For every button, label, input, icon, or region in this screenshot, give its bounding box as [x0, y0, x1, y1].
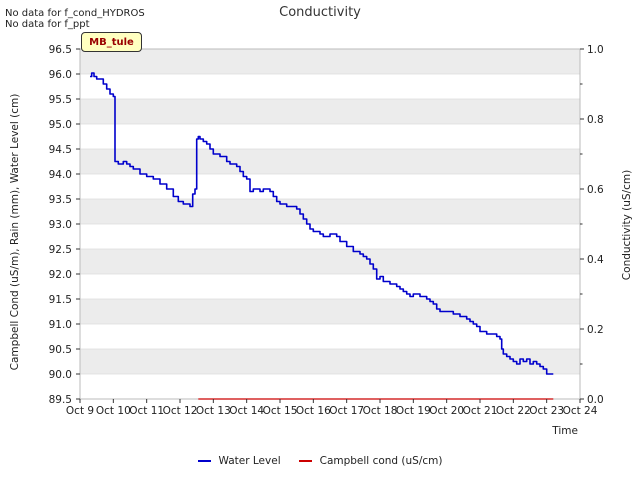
y-axis-right: 0.0 0.2 0.4 0.6 0.8 1.0: [580, 44, 604, 406]
x-tick-label: Oct 9: [66, 405, 94, 417]
legend-swatch-water-level: [197, 460, 211, 462]
x-tick-label: Oct 15: [263, 405, 298, 417]
legend-item-water-level: Water Level: [197, 455, 281, 467]
y-tick-label: 96.0: [49, 69, 72, 81]
background-band: [80, 49, 580, 74]
x-tick-label: Oct 17: [329, 405, 364, 417]
x-tick-label: Oct 16: [296, 405, 331, 417]
y-tick-label: 96.5: [49, 44, 72, 56]
background-bands: [80, 49, 580, 374]
x-tick-label: Oct 22: [496, 405, 531, 417]
y-axis-label-left: Campbell Cond (uS/m), Rain (mm), Water L…: [9, 94, 21, 371]
x-tick-label: Oct 24: [563, 405, 598, 417]
y-right-tick-label: 0.8: [587, 114, 604, 126]
y-axis-left: 89.5 90.0 90.5 91.0 91.5 92.0 92.5 93.0 93.5 94.0…: [49, 44, 80, 406]
x-tick-label: Oct 20: [429, 405, 464, 417]
y-tick-label: 91.0: [49, 319, 72, 331]
y-tick-label: 91.5: [49, 294, 72, 306]
no-data-note-cond: No data for f_cond_HYDROS: [5, 8, 145, 19]
x-tick-label: Oct 13: [196, 405, 231, 417]
legend-label-campbell: Campbell cond (uS/cm): [319, 455, 443, 467]
y-right-tick-label: 0.0: [587, 394, 604, 406]
y-tick-label: 90.5: [49, 344, 72, 356]
background-band: [80, 149, 580, 174]
x-tick-label: Oct 14: [229, 405, 264, 417]
y-tick-label: 89.5: [49, 394, 72, 406]
no-data-note-ppt: No data for f_ppt: [5, 19, 90, 30]
y-tick-label: 94.5: [49, 144, 72, 156]
y-tick-label: 95.5: [49, 94, 72, 106]
x-tick-label: Oct 23: [529, 405, 564, 417]
y-tick-label: 94.0: [49, 169, 72, 181]
x-axis-label: Time: [551, 425, 578, 437]
background-band: [80, 199, 580, 224]
series-layer: [90, 72, 554, 400]
series-line-water-level: [90, 72, 554, 375]
x-tick-label: Oct 10: [96, 405, 131, 417]
x-tick-label: Oct 12: [163, 405, 198, 417]
background-band: [80, 249, 580, 274]
gridlines: [80, 48, 580, 400]
x-tick-label: Oct 11: [129, 405, 164, 417]
legend-swatch-campbell: [298, 460, 312, 462]
y-tick-label: 90.0: [49, 369, 72, 381]
legend-item-campbell: Campbell cond (uS/cm): [298, 455, 443, 467]
y-tick-label: 95.0: [49, 119, 72, 131]
y-axis-label-right: Conductivity (uS/cm): [621, 170, 633, 280]
x-tick-label: Oct 19: [396, 405, 431, 417]
legend-label-water-level: Water Level: [218, 455, 281, 467]
chart-title: Conductivity: [279, 5, 361, 20]
legend: Water Level Campbell cond (uS/cm): [0, 452, 640, 470]
y-tick-label: 92.0: [49, 269, 72, 281]
y-tick-label: 93.5: [49, 194, 72, 206]
y-tick-label: 93.0: [49, 219, 72, 231]
site-badge: MB_tule: [81, 32, 142, 52]
y-right-tick-label: 0.4: [587, 254, 604, 266]
background-band: [80, 99, 580, 124]
x-tick-label: Oct 21: [463, 405, 498, 417]
y-tick-label: 92.5: [49, 244, 72, 256]
y-right-tick-label: 0.6: [587, 184, 604, 196]
y-right-tick-label: 1.0: [587, 44, 604, 56]
background-band: [80, 299, 580, 324]
y-right-tick-label: 0.2: [587, 324, 604, 336]
x-tick-label: Oct 18: [363, 405, 398, 417]
background-band: [80, 349, 580, 374]
